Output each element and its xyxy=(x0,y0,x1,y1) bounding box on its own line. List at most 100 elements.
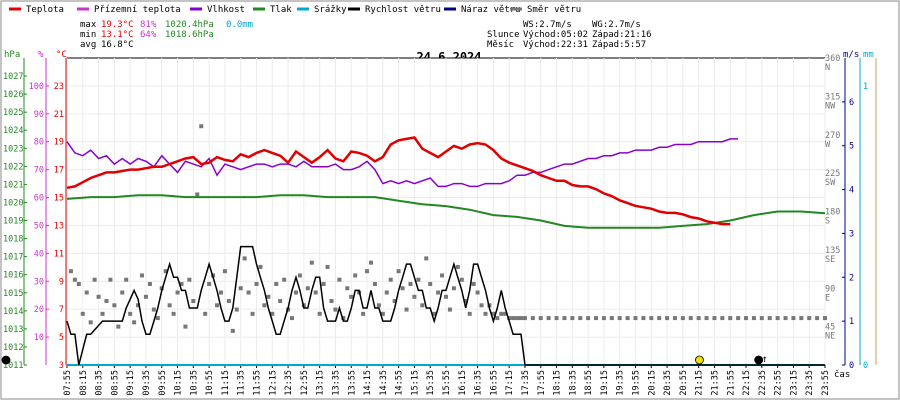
x-tick-label-44: 22:35 xyxy=(758,370,768,396)
wind-direction-point xyxy=(309,260,314,265)
wind-direction-point xyxy=(444,294,448,299)
pressure-tick-1: 1026 xyxy=(3,90,23,100)
wind-direction-point xyxy=(609,316,614,321)
wind-direction-point xyxy=(290,316,295,321)
series-layer xyxy=(66,124,827,366)
moonrise-arrow: ↑ xyxy=(762,354,768,365)
x-tick-label-24: 15:55 xyxy=(442,370,452,396)
humidity-tick-8: 20 xyxy=(34,305,44,315)
wind-direction-point xyxy=(578,316,583,321)
temperature-tick-5: 13 xyxy=(54,221,64,231)
pressure-tick-14: 1013 xyxy=(3,325,23,335)
wind-direction-point xyxy=(625,316,630,321)
stat-ws: WS:2.7m/s xyxy=(523,20,572,30)
direction-tick-5: 135 xyxy=(825,246,840,256)
stat-max-rain: 0.0mm xyxy=(226,20,253,30)
wind-axis-unit: m/s xyxy=(843,50,859,60)
x-tick-label-19: 14:15 xyxy=(363,370,373,396)
marker-sunset xyxy=(695,355,704,365)
humidity-axis-unit: % xyxy=(38,50,44,60)
wind-direction-point xyxy=(372,281,377,286)
wind-direction-point xyxy=(68,269,73,274)
x-tick-label-28: 17:15 xyxy=(505,370,515,396)
moon-rise: Východ:22:31 xyxy=(523,40,588,50)
wind-direction-point xyxy=(313,290,318,295)
wind-direction-point xyxy=(282,277,287,282)
stat-min-label: min xyxy=(80,30,96,40)
wind-direction-point xyxy=(329,299,334,304)
wind-direction-point xyxy=(594,316,599,321)
wind-direction-point xyxy=(791,316,796,321)
humidity-tick-3: 70 xyxy=(34,166,44,176)
stat-max-hum: 81% xyxy=(140,20,157,30)
axes: 07:55 08:15 08:35 08:55 09:15 09:35 09:55 10:15… xyxy=(3,50,877,396)
wind-direction-point xyxy=(361,311,366,316)
wind-direction-point xyxy=(80,311,85,316)
wind-direction-point xyxy=(353,273,358,278)
wind-direction-point xyxy=(143,294,148,299)
wind-direction-point xyxy=(368,260,373,265)
wind-direction-point xyxy=(428,281,433,286)
wind-direction-point xyxy=(230,328,235,333)
temperature-tick-1: 21 xyxy=(54,110,64,120)
wind-direction-point xyxy=(187,277,192,282)
direction-tick-4: 180 xyxy=(825,208,840,218)
marker-moonrise xyxy=(754,355,764,365)
wind-tick-4: 2 xyxy=(849,273,854,283)
direction-name-5: SE xyxy=(825,255,835,265)
wind-direction-point xyxy=(515,316,520,321)
wind-direction-point xyxy=(96,294,101,299)
legend-label-3: Tlak xyxy=(270,5,292,15)
wind-direction-point xyxy=(416,277,421,282)
x-tick-label-43: 22:15 xyxy=(742,370,752,396)
x-tick-label-8: 10:35 xyxy=(189,370,199,396)
x-tick-label-12: 11:55 xyxy=(253,370,263,396)
stat-min-press: 1018.6hPa xyxy=(165,30,214,40)
stat-max-temp: 19.3°C xyxy=(101,20,134,30)
x-tick-label-27: 16:55 xyxy=(489,370,499,396)
pressure-tick-0: 1027 xyxy=(3,72,23,82)
x-tick-label-3: 08:55 xyxy=(110,370,120,396)
x-tick-label-14: 12:35 xyxy=(284,370,294,396)
wind-direction-point xyxy=(345,286,350,291)
wind-direction-point xyxy=(744,316,749,321)
legend-label-2: Vlhkost xyxy=(207,5,245,15)
wind-direction-point xyxy=(688,316,693,321)
humidity-tick-9: 10 xyxy=(34,333,44,343)
wind-direction-point xyxy=(250,311,255,316)
wind-direction-point xyxy=(447,307,452,312)
wind-direction-point xyxy=(586,316,591,321)
wind-direction-point xyxy=(511,316,516,321)
temperature-tick-9: 5 xyxy=(59,333,64,343)
wind-direction-point xyxy=(783,316,788,321)
x-tick-label-47: 23:35 xyxy=(805,370,815,396)
wind-direction-point xyxy=(396,269,401,274)
wind-direction-point xyxy=(519,316,524,321)
wind-direction-point xyxy=(203,311,208,316)
x-tick-label-16: 13:15 xyxy=(316,370,326,396)
x-tick-label-17: 13:35 xyxy=(331,370,341,396)
x-tick-label-20: 14:35 xyxy=(379,370,389,396)
legend-label-5: Rychlost větru xyxy=(365,5,441,15)
wind-direction-point xyxy=(112,303,117,308)
stats-block: max 19.3°C 81% 1020.4hPa 0.0mm min 13.1°… xyxy=(80,20,652,50)
direction-tick-2: 270 xyxy=(825,131,840,141)
pressure-tick-7: 1020 xyxy=(3,198,23,208)
wind-direction-point xyxy=(751,316,756,321)
wind-direction-point xyxy=(562,316,567,321)
wind-direction-point xyxy=(266,294,271,299)
x-tick-label-29: 17:35 xyxy=(521,370,531,396)
wind-direction-point xyxy=(270,311,275,316)
wind-tick-6: 0 xyxy=(849,361,854,371)
wind-direction-point xyxy=(278,299,283,304)
x-tick-label-18: 13:55 xyxy=(347,370,357,396)
wind-direction-point xyxy=(440,273,445,278)
wind-direction-point xyxy=(392,299,397,304)
x-tick-label-4: 09:15 xyxy=(126,370,136,396)
x-tick-label-46: 23:15 xyxy=(789,370,799,396)
legend-label-6: Náraz větru xyxy=(461,5,521,15)
x-tick-label-13: 12:15 xyxy=(268,370,278,396)
wind-direction-point xyxy=(495,316,500,321)
humidity-line xyxy=(66,138,739,188)
wind-direction-point xyxy=(680,316,685,321)
